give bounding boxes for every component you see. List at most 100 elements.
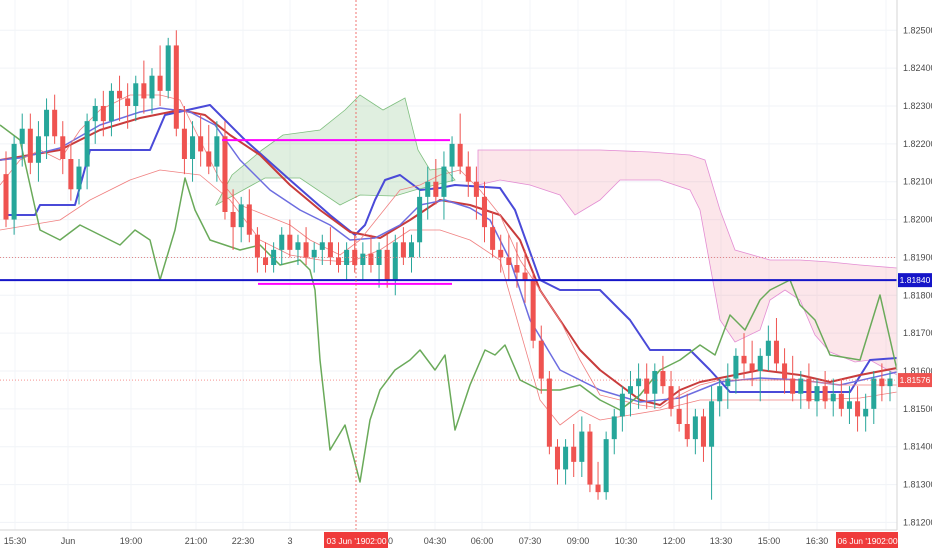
candle-body[interactable]: [595, 484, 601, 493]
candle-body[interactable]: [44, 109, 50, 137]
candle-body[interactable]: [344, 249, 350, 265]
candle-body[interactable]: [246, 204, 252, 235]
candle-body[interactable]: [619, 393, 625, 417]
candle-body[interactable]: [173, 45, 179, 129]
candle-body[interactable]: [554, 446, 561, 470]
candle-body[interactable]: [392, 242, 398, 281]
candle-body[interactable]: [676, 408, 682, 424]
candle-body[interactable]: [465, 166, 471, 182]
candle-body[interactable]: [749, 363, 755, 371]
candle-body[interactable]: [498, 249, 504, 258]
candle-body[interactable]: [76, 166, 82, 190]
candle-body[interactable]: [287, 234, 293, 250]
candle-body[interactable]: [757, 355, 763, 371]
candle-body[interactable]: [311, 249, 317, 258]
candle-body[interactable]: [108, 90, 114, 122]
candle-body[interactable]: [546, 378, 552, 447]
candle-body[interactable]: [181, 128, 187, 159]
candle-body[interactable]: [441, 166, 447, 197]
candle-body[interactable]: [303, 242, 309, 258]
candle-body[interactable]: [457, 143, 463, 167]
candle-body[interactable]: [587, 431, 593, 485]
candle-body[interactable]: [863, 408, 869, 417]
candle-body[interactable]: [254, 234, 260, 258]
candle-body[interactable]: [230, 212, 236, 228]
candle-body[interactable]: [773, 340, 779, 364]
candle-body[interactable]: [871, 378, 877, 409]
candle-body[interactable]: [295, 242, 301, 250]
candle-body[interactable]: [782, 363, 788, 379]
candle-body[interactable]: [279, 234, 285, 250]
candle-body[interactable]: [417, 196, 423, 243]
candle-body[interactable]: [100, 106, 106, 122]
candle-body[interactable]: [490, 227, 496, 250]
candle-body[interactable]: [60, 136, 66, 159]
candle-body[interactable]: [11, 143, 17, 220]
candle-body[interactable]: [368, 253, 374, 265]
candle-body[interactable]: [157, 75, 163, 91]
candle-body[interactable]: [522, 272, 528, 281]
candle-body[interactable]: [741, 355, 747, 364]
candle-body[interactable]: [84, 121, 90, 167]
candle-body[interactable]: [376, 249, 382, 265]
candle-body[interactable]: [319, 242, 325, 250]
candle-body[interactable]: [327, 242, 333, 258]
candle-body[interactable]: [838, 393, 844, 409]
candle-body[interactable]: [425, 181, 431, 197]
candle-body[interactable]: [506, 257, 512, 265]
candle-body[interactable]: [238, 204, 244, 228]
candle-body[interactable]: [530, 280, 536, 341]
candle-body[interactable]: [125, 98, 131, 106]
candle-body[interactable]: [400, 242, 406, 258]
candle-body[interactable]: [68, 159, 74, 190]
candle-body[interactable]: [149, 75, 155, 99]
candle-body[interactable]: [806, 378, 812, 402]
candle-body[interactable]: [717, 386, 723, 402]
candle-body[interactable]: [165, 45, 171, 91]
candle-body[interactable]: [190, 136, 196, 159]
candle-body[interactable]: [814, 386, 820, 402]
candle-body[interactable]: [433, 181, 439, 197]
candle-body[interactable]: [765, 340, 771, 356]
candle-body[interactable]: [709, 401, 715, 447]
candle-body[interactable]: [790, 378, 796, 394]
candle-body[interactable]: [92, 106, 98, 122]
candle-body[interactable]: [627, 386, 633, 394]
candle-body[interactable]: [571, 446, 577, 462]
candle-body[interactable]: [644, 378, 650, 394]
candle-body[interactable]: [141, 83, 147, 99]
candle-body[interactable]: [692, 416, 698, 440]
candle-body[interactable]: [798, 378, 804, 394]
candle-body[interactable]: [3, 174, 9, 220]
candle-body[interactable]: [449, 143, 455, 167]
candle-body[interactable]: [684, 424, 690, 440]
candle-body[interactable]: [335, 257, 342, 265]
candle-body[interactable]: [611, 416, 617, 440]
candle-body[interactable]: [473, 181, 479, 197]
candle-body[interactable]: [27, 128, 33, 163]
candle-body[interactable]: [408, 242, 415, 258]
candle-body[interactable]: [725, 378, 731, 387]
candle-body[interactable]: [133, 83, 139, 106]
candle-body[interactable]: [636, 378, 642, 387]
candle-body[interactable]: [538, 340, 544, 379]
candle-body[interactable]: [214, 136, 220, 167]
candle-body[interactable]: [481, 196, 488, 228]
candle-body[interactable]: [668, 386, 674, 409]
candle-body[interactable]: [52, 109, 58, 137]
candle-body[interactable]: [603, 439, 609, 493]
candle-body[interactable]: [846, 401, 852, 409]
candle-body[interactable]: [263, 257, 269, 265]
candle-body[interactable]: [887, 378, 893, 387]
candle-body[interactable]: [198, 136, 204, 152]
candle-body[interactable]: [19, 128, 25, 144]
candle-body[interactable]: [660, 371, 666, 387]
candle-body[interactable]: [206, 151, 212, 167]
candle-body[interactable]: [35, 136, 41, 163]
candle-body[interactable]: [222, 136, 228, 212]
candle-body[interactable]: [563, 446, 569, 470]
candle-body[interactable]: [822, 386, 828, 402]
candle-body[interactable]: [652, 371, 658, 394]
